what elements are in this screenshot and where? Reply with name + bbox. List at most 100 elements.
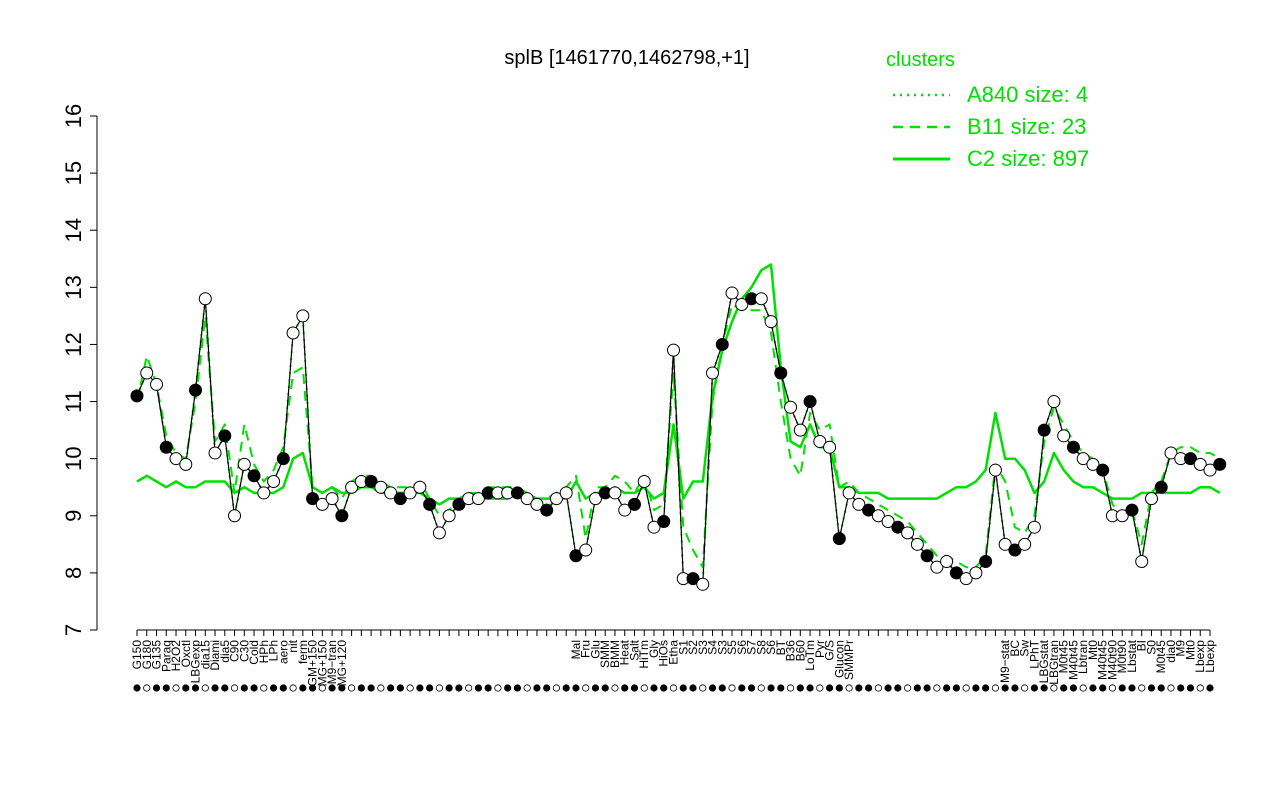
y-tick-label-11: 11 xyxy=(61,390,86,413)
x-rug-mark xyxy=(416,684,424,692)
x-tick-label: C30 xyxy=(237,640,251,662)
data-point xyxy=(1027,520,1041,534)
data-point xyxy=(267,475,281,489)
data-point xyxy=(159,440,173,454)
x-tick-label: G180 xyxy=(140,640,154,670)
x-tick-label: S5 xyxy=(725,640,739,655)
data-point xyxy=(1096,463,1110,477)
data-point xyxy=(413,480,427,494)
x-rug-mark xyxy=(591,684,600,692)
x-rug-mark xyxy=(611,684,619,692)
data-point xyxy=(1047,395,1061,409)
legend-label: C2 size: 897 xyxy=(967,146,1089,171)
data-point xyxy=(208,446,222,460)
x-tick-label: G135 xyxy=(150,640,164,670)
x-rug-mark xyxy=(230,684,239,692)
data-point xyxy=(452,497,466,511)
data-point xyxy=(920,549,934,563)
x-rug-mark xyxy=(1138,684,1146,692)
x-tick-label: Glu xyxy=(588,640,602,659)
x-rug-mark xyxy=(1196,684,1204,692)
x-rug-mark xyxy=(718,684,726,692)
x-rug-mark xyxy=(786,684,795,692)
x-tick-label: HiTm xyxy=(637,640,651,669)
data-point xyxy=(237,457,251,471)
legend: clusters A840 size: 4 B11 size: 23 C2 size… xyxy=(886,49,1089,171)
x-rug-mark xyxy=(952,684,960,692)
data-point xyxy=(706,366,720,380)
x-tick-label: ferm xyxy=(296,640,310,664)
data-point xyxy=(686,572,700,586)
y-tick-label-14: 14 xyxy=(61,218,86,242)
data-point xyxy=(1115,509,1129,523)
x-rug-mark xyxy=(465,684,473,692)
x-tick-label: S2 xyxy=(686,640,700,655)
x-rug-mark xyxy=(240,684,248,692)
x-rug-mark xyxy=(133,684,141,692)
legend-label: A840 size: 4 xyxy=(967,82,1088,107)
x-rug-mark xyxy=(738,684,746,692)
x-rug-mark xyxy=(152,684,161,692)
x-rug-mark xyxy=(1089,684,1097,692)
x-rug-mark xyxy=(484,684,492,692)
x-tick-label: nit xyxy=(286,639,300,652)
x-tick-label: LBGexp xyxy=(189,640,203,684)
data-point xyxy=(1018,537,1032,551)
x-tick-label: BI xyxy=(1135,640,1149,651)
data-point xyxy=(667,343,680,357)
data-point xyxy=(842,486,856,500)
y-axis: 7 8 9 10 11 12 13 14 15 16 xyxy=(61,104,98,636)
y-tick-label-10: 10 xyxy=(61,446,86,470)
data-point xyxy=(335,509,349,523)
x-axis xyxy=(133,629,1214,692)
x-tick-label: SMMPr xyxy=(842,640,856,680)
x-tick-label: M0t45 xyxy=(1154,640,1168,674)
x-rug-mark xyxy=(523,684,531,692)
x-tick-label: GM+150 xyxy=(306,640,320,687)
x-tick-label: C90 xyxy=(228,640,242,662)
x-rug-mark xyxy=(367,684,375,692)
data-point xyxy=(140,366,154,380)
x-rug-mark xyxy=(357,684,365,692)
x-tick-label: Sw xyxy=(1018,640,1032,657)
x-tick-label: M9−stat xyxy=(998,639,1012,683)
x-tick-label: SMM xyxy=(598,640,612,668)
x-rug-mark xyxy=(435,684,443,692)
x-tick-label: M0t90 xyxy=(1115,640,1129,674)
x-rug-mark xyxy=(455,684,463,692)
x-tick-label: BC xyxy=(1008,640,1022,657)
data-point xyxy=(520,492,534,506)
x-rug-mark xyxy=(699,684,707,692)
x-rug-mark xyxy=(933,684,941,692)
y-tick-label-16: 16 xyxy=(61,104,86,128)
data-point xyxy=(998,537,1012,551)
x-tick-label: HiOs xyxy=(657,640,671,667)
x-tick-label: BMM xyxy=(608,640,622,668)
x-tick-label: LPhT xyxy=(1027,639,1041,668)
x-rug-mark xyxy=(143,684,151,692)
data-point xyxy=(1125,503,1139,517)
data-point xyxy=(345,480,359,494)
x-tick-label: M40t90 xyxy=(1105,640,1119,680)
x-tick-label: S3 xyxy=(696,640,710,655)
x-tick-label: S8 xyxy=(754,640,768,655)
data-point xyxy=(150,377,164,391)
x-rug-mark xyxy=(377,684,385,692)
x-rug-mark xyxy=(289,684,297,692)
x-tick-label: LPh xyxy=(267,640,281,661)
data-point xyxy=(969,566,983,580)
x-rug-mark xyxy=(1069,684,1078,692)
x-tick-label: Pyr xyxy=(813,640,827,658)
x-rug-mark xyxy=(1206,684,1214,692)
data-point xyxy=(579,543,593,557)
data-point xyxy=(891,520,905,534)
data-point xyxy=(715,337,729,351)
x-rug-mark xyxy=(308,684,317,692)
x-tick-label: M9 xyxy=(1174,640,1188,657)
x-tick-label: dia0 xyxy=(1164,640,1178,663)
data-point xyxy=(949,566,963,580)
x-rug-mark xyxy=(269,684,278,692)
data-point xyxy=(1203,463,1217,477)
x-rug-mark xyxy=(943,684,951,692)
x-tick-label: M40t45 xyxy=(1096,640,1110,680)
